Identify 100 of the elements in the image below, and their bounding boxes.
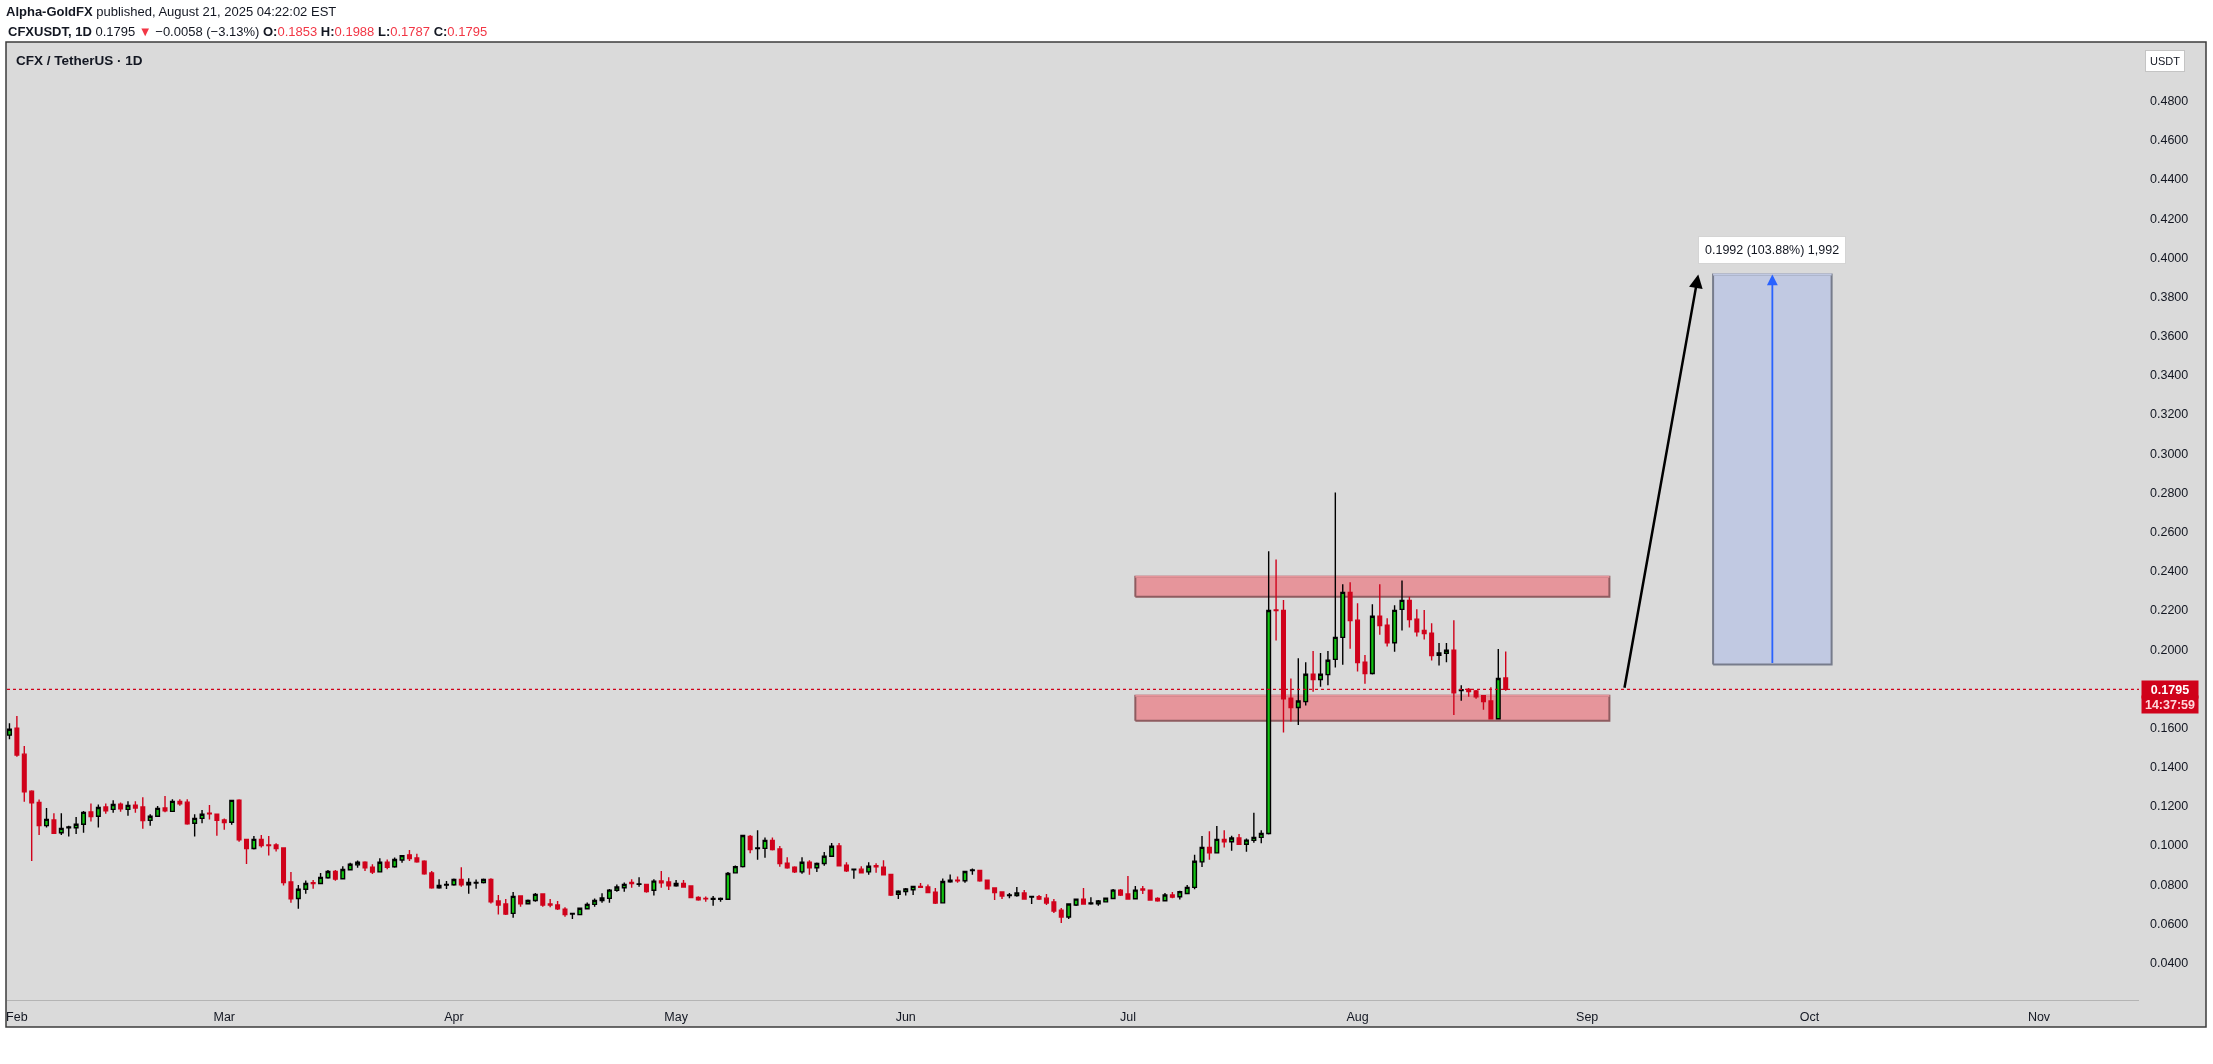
y-tick-label: 0.2200 [2150,603,2189,618]
candlestick [1125,875,1131,900]
candlestick [51,812,57,835]
y-tick-label: 0.0400 [2150,955,2189,970]
candlestick [903,887,909,897]
y-tick-label: 0.2600 [2150,524,2189,539]
candlestick [1192,854,1198,891]
candlestick [318,872,324,885]
candlestick [1043,893,1049,906]
candlestick [1436,642,1442,667]
candlestick [880,859,887,876]
candlestick [851,868,857,880]
candlestick [140,796,146,830]
candlestick [792,866,798,874]
candlestick [814,861,820,873]
candlestick [14,715,20,758]
candlestick [1014,886,1020,897]
y-tick-label: 0.4200 [2150,211,2189,226]
y-tick-label: 0.3800 [2150,289,2189,304]
candlestick [1392,604,1398,653]
candlestick [725,871,731,901]
candlestick [1110,888,1116,900]
candlestick [281,846,287,887]
candlestick [940,877,946,904]
candlestick [1080,887,1087,905]
candlestick [258,834,264,849]
candlestick [295,884,301,910]
x-tick-label: Oct [1799,1010,1820,1024]
candlestick [29,789,35,862]
candlestick [503,898,509,916]
candlestick [762,836,768,859]
candlestick [458,866,464,888]
candlestick [799,856,805,875]
candlestick [236,798,242,843]
candlestick [132,800,138,814]
candlestick [1214,825,1220,855]
candlestick [1429,622,1435,662]
candlestick [710,895,716,907]
y-tick-label: 0.3600 [2150,329,2189,344]
candlestick [673,879,679,887]
candlestick [843,861,849,873]
candlestick [599,892,605,904]
candlestick [184,798,190,826]
y-tick-label: 0.1400 [2150,760,2189,775]
candlestick [1229,835,1235,852]
candlestick [910,885,916,896]
x-tick-label: Mar [213,1010,236,1024]
candlestick [1221,829,1227,849]
candlestick [740,834,746,869]
candlestick [1021,889,1027,901]
candlestick [214,813,220,837]
candlestick [399,854,405,864]
candlestick [1414,608,1420,638]
y-tick-label: 0.3000 [2150,446,2189,461]
candlestick [1495,648,1501,720]
candlestick [977,869,983,883]
candlestick [955,875,961,884]
candlestick [1118,889,1124,897]
annotation: 0.1992 (103.88%) 1,992 [1705,243,1840,257]
y-tick-label: 0.4000 [2150,250,2189,265]
candlestick [1162,892,1168,902]
candlestick [829,842,835,857]
y-tick-label: 0.4600 [2150,133,2189,148]
candlestick [1169,891,1175,899]
text: CFXUSDT, 1D 0.1795 ▼ −0.0058 (−3.13%) O:0.1853 H:0.1988 L:0.1787 C:0.1795 [8,24,488,39]
candlestick [95,803,101,829]
candlestick [406,849,412,862]
candlestick [392,856,398,869]
candlestick [1236,833,1242,845]
candlestick [888,873,894,897]
candlestick [992,887,998,901]
candlestick [110,799,116,814]
candlestick [777,845,783,868]
candlestick [1051,898,1057,914]
candlestick [310,879,316,890]
candlestick [421,859,427,876]
candlestick [1132,885,1138,900]
candlestick [755,829,761,861]
candlestick [925,883,931,894]
y-tick-label: 0.2800 [2150,485,2189,500]
candlestick [540,892,546,908]
y-tick-label: 0.1000 [2150,838,2189,853]
candlestick [836,842,842,867]
candlestick [1340,583,1346,666]
candlestick [1258,829,1264,844]
candlestick [606,888,612,904]
candlestick [384,858,390,870]
candlestick [199,809,205,824]
x-tick-label: Feb [6,1010,28,1024]
candlestick [73,816,79,835]
candlestick [1088,896,1094,906]
candlestick [273,842,279,853]
candlestick [162,795,168,814]
candlestick [81,810,87,834]
chart-title: Alpha-GoldFX published, August 21, 2025 04:22:02 EST [6,3,337,19]
y-tick-label: 0.0800 [2150,877,2189,892]
candlestick [1177,889,1183,901]
candlestick [58,812,64,836]
candlestick [969,867,975,876]
candlestick [147,813,153,827]
